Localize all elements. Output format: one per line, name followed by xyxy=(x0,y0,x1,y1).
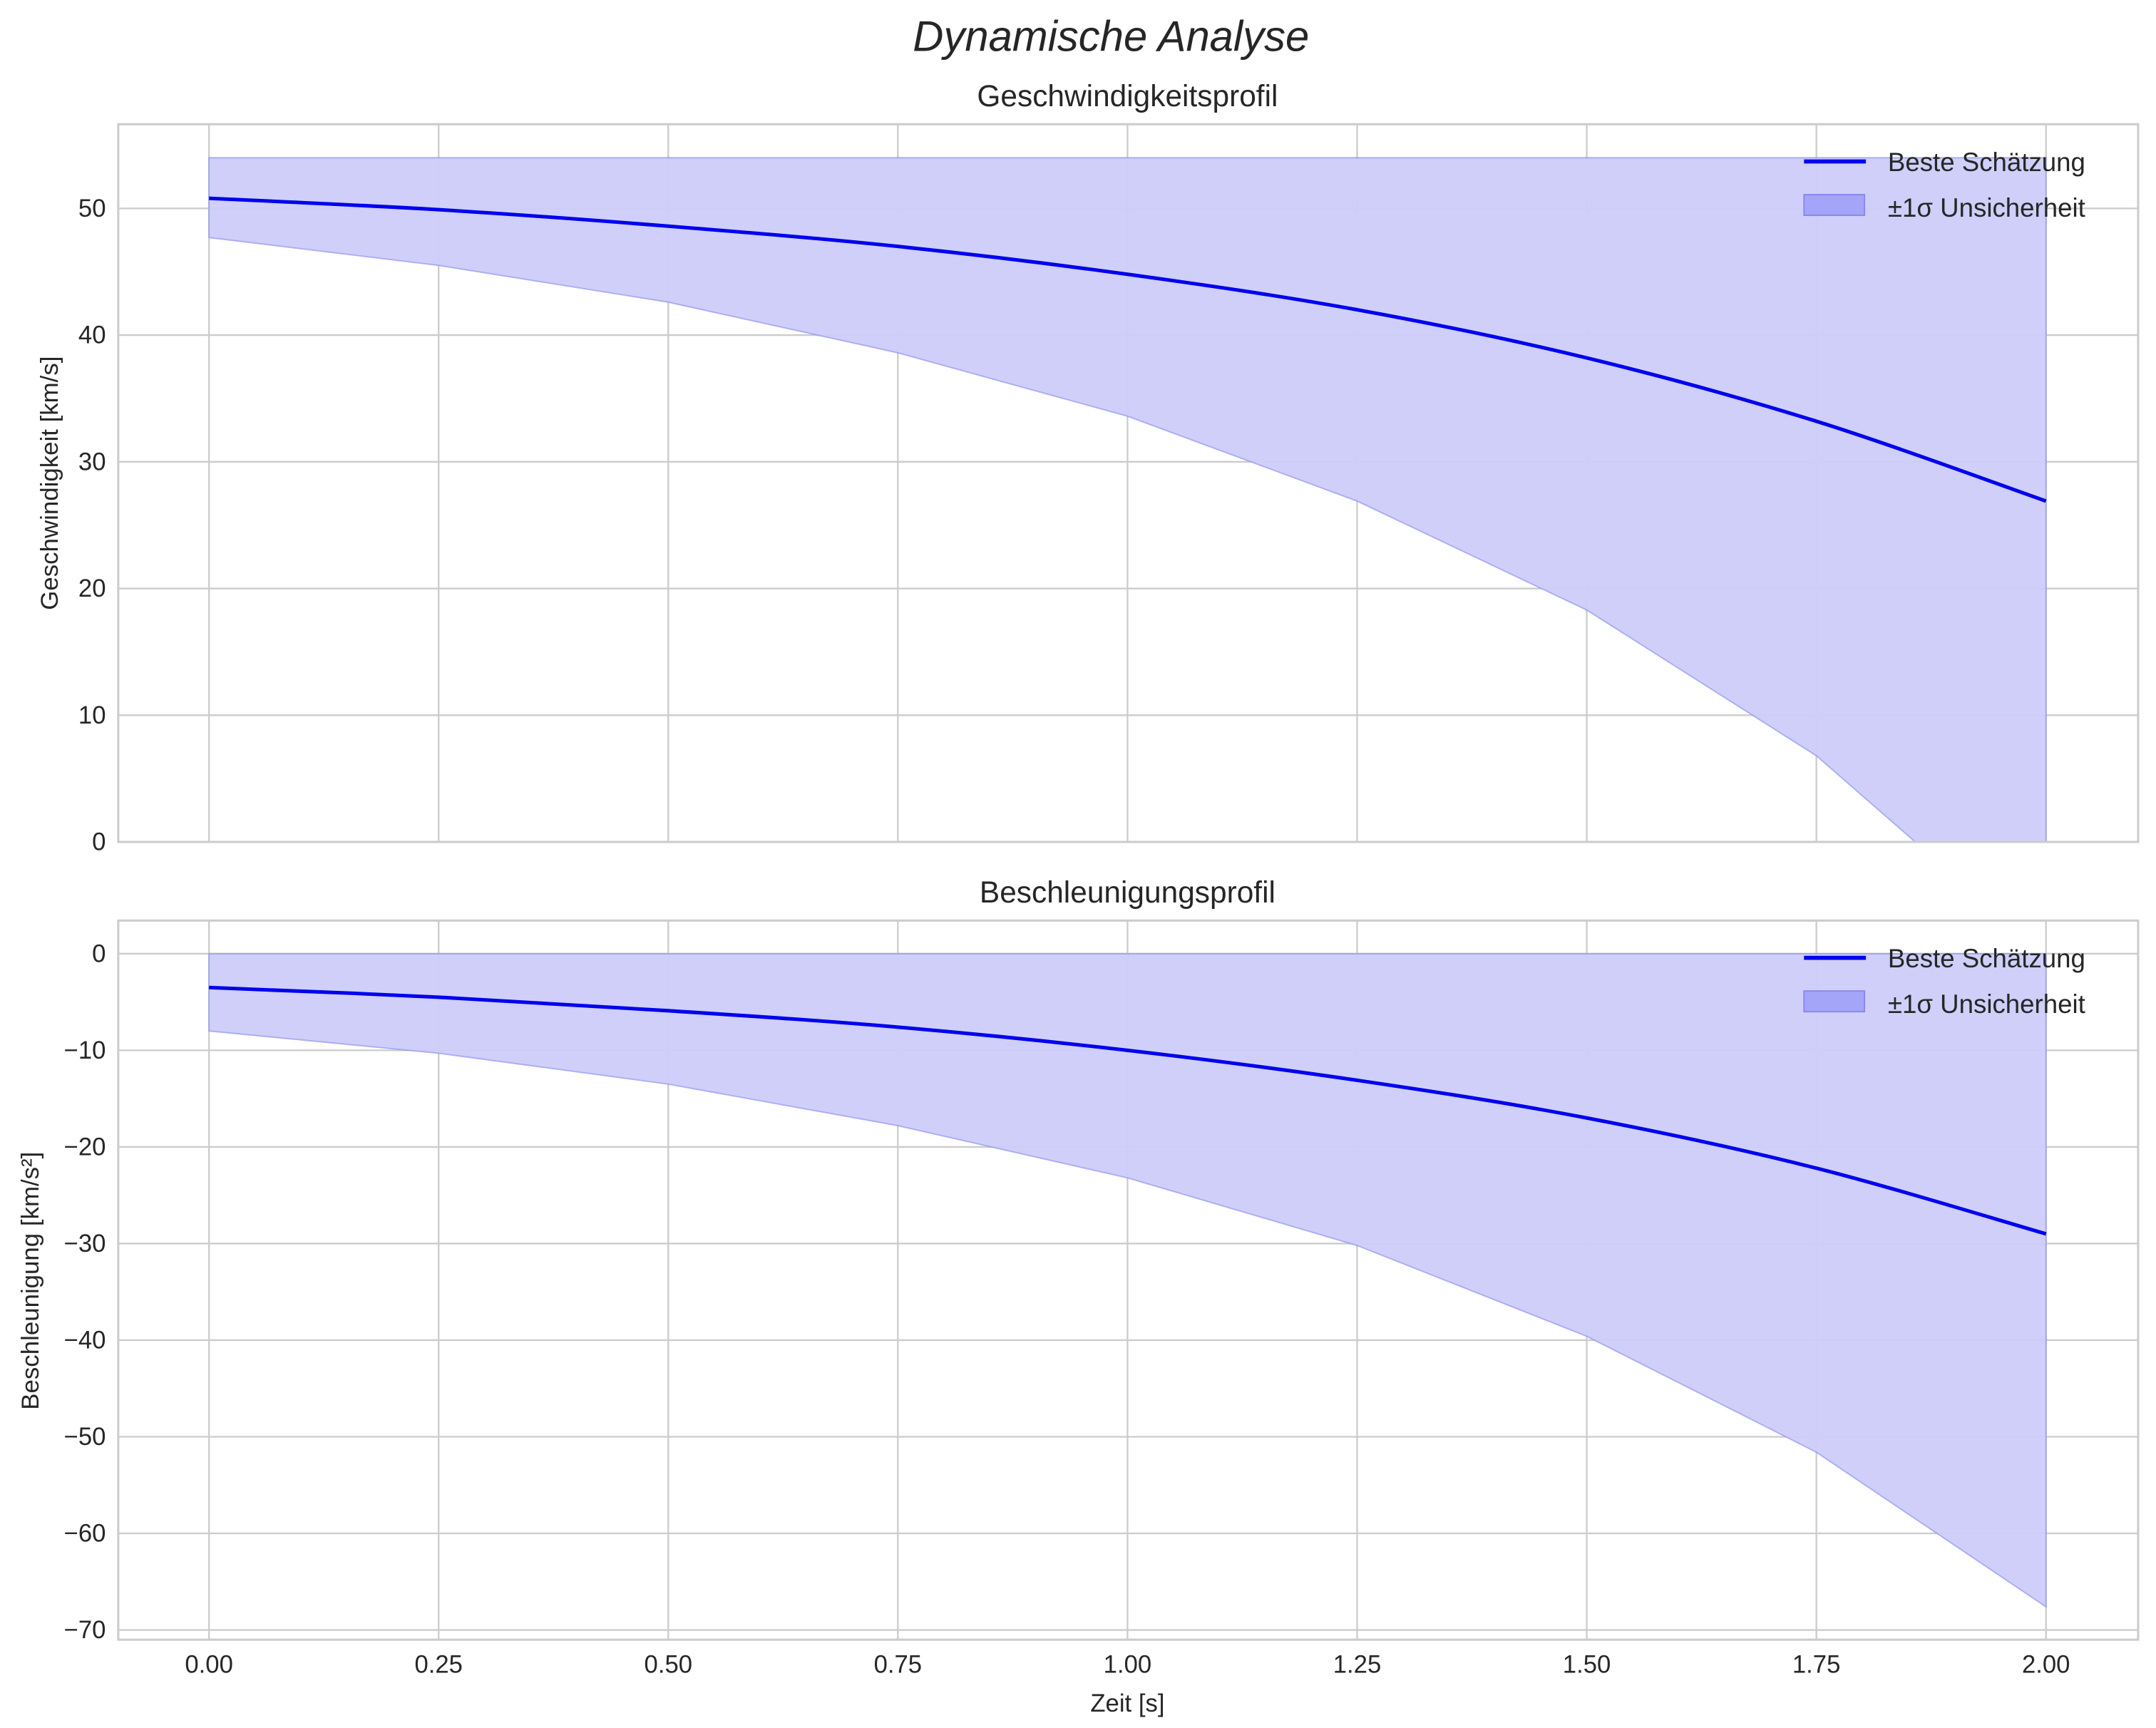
legend-band-swatch xyxy=(1803,194,1866,216)
velocity-panel-title: Geschwindigkeitsprofil xyxy=(977,80,1278,113)
y-tick-label: 10 xyxy=(78,702,106,729)
velocity-best-estimate-line xyxy=(209,196,2047,503)
legend-label-best-estimate: Beste Schätzung xyxy=(1888,148,2085,177)
x-tick-label: 1.50 xyxy=(1563,1651,1611,1678)
y-tick-label: −20 xyxy=(64,1133,106,1161)
y-tick-label: −50 xyxy=(64,1424,106,1451)
y-tick-label: −40 xyxy=(64,1327,106,1354)
velocity-panel: Geschwindigkeitsprofil 0 10 20 30 40 50 Gesch… xyxy=(36,80,2140,856)
x-axis-label: Zeit [s] xyxy=(1090,1690,1164,1717)
legend-band-swatch xyxy=(1803,990,1866,1013)
figure-suptitle: Dynamische Analyse xyxy=(913,13,1309,61)
x-tick-label: 0.75 xyxy=(874,1651,923,1678)
x-tick-label: 0.25 xyxy=(414,1651,463,1678)
y-tick-label: −60 xyxy=(64,1521,106,1548)
acceleration-x-ticks: 0.00 0.25 0.50 0.75 1.00 1.25 1.50 1.75 2.00 xyxy=(185,1651,2070,1678)
x-tick-label: 1.25 xyxy=(1333,1651,1382,1678)
acceleration-legend: Beste Schätzung ±1σ Unsicherheit xyxy=(1803,944,2085,1019)
y-tick-label: 40 xyxy=(78,322,106,349)
y-tick-label: 30 xyxy=(78,448,106,475)
y-tick-label: 0 xyxy=(92,940,106,967)
y-tick-label: 20 xyxy=(78,575,106,602)
velocity-axes-frame xyxy=(117,123,2140,843)
velocity-legend: Beste Schätzung ±1σ Unsicherheit xyxy=(1803,148,2085,222)
velocity-y-axis-label: Geschwindigkeit [km/s] xyxy=(36,356,63,610)
y-tick-label: −70 xyxy=(64,1617,106,1644)
acceleration-y-axis-label: Beschleunigung [km/s²] xyxy=(17,1152,44,1410)
x-tick-label: 2.00 xyxy=(2022,1651,2070,1678)
acceleration-panel-title: Beschleunigungsprofil xyxy=(980,876,1275,910)
y-tick-label: −30 xyxy=(64,1230,106,1258)
legend-label-uncertainty: ±1σ Unsicherheit xyxy=(1888,193,2085,222)
acceleration-y-ticks: 0 −10 −20 −30 −40 −50 −60 −70 xyxy=(64,940,106,1644)
x-tick-label: 0.50 xyxy=(645,1651,693,1678)
legend-label-uncertainty: ±1σ Unsicherheit xyxy=(1888,989,2085,1019)
acceleration-panel: Beschleunigungsprofil 0 −10 −20 −30 −40 −50 −6… xyxy=(17,876,2140,1717)
y-tick-label: −10 xyxy=(64,1037,106,1064)
x-tick-label: 1.00 xyxy=(1104,1651,1152,1678)
x-tick-label: 1.75 xyxy=(1792,1651,1841,1678)
acceleration-axes-frame xyxy=(117,919,2140,1641)
legend-label-best-estimate: Beste Schätzung xyxy=(1888,944,2085,973)
x-tick-label: 0.00 xyxy=(185,1651,233,1678)
velocity-y-ticks: 0 10 20 30 40 50 xyxy=(78,195,106,856)
acceleration-best-estimate-line xyxy=(209,985,2047,1236)
y-tick-label: 50 xyxy=(78,195,106,222)
y-tick-label: 0 xyxy=(92,829,106,856)
